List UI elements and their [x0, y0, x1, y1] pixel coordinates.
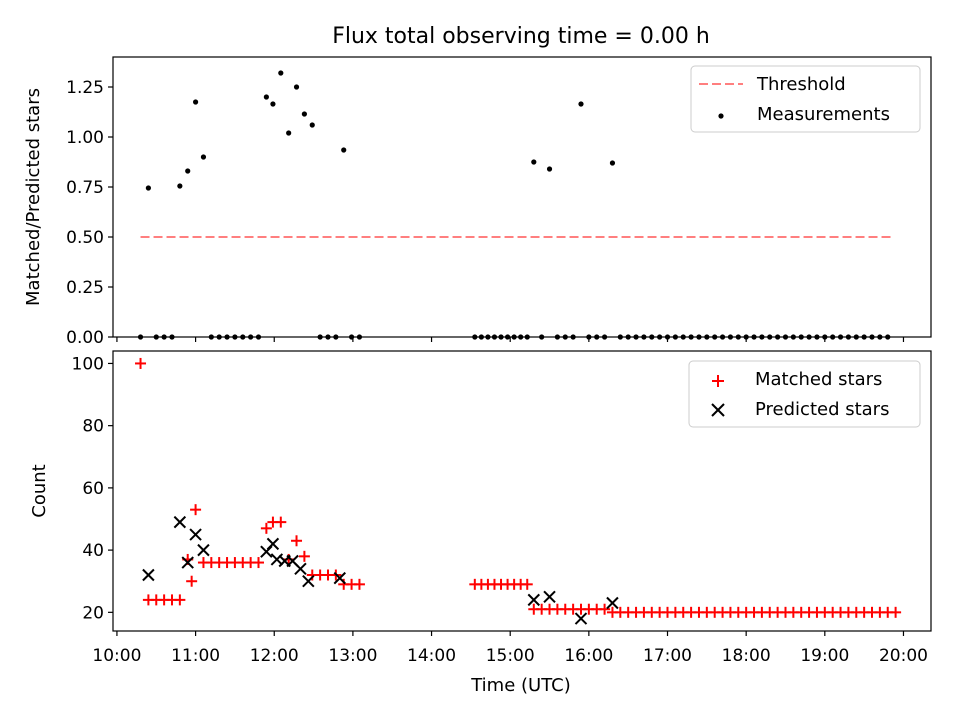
measurement-point	[293, 84, 300, 90]
bottom-xtick-label: 15:00	[486, 646, 535, 666]
predicted-point	[333, 571, 346, 585]
matched-point	[599, 603, 611, 615]
bottom-xtick-label: 19:00	[800, 646, 849, 666]
bottom-xtick-label: 12:00	[250, 646, 299, 666]
top-data-layer	[137, 70, 892, 340]
measurement-point	[270, 101, 276, 107]
predicted-point	[606, 596, 619, 610]
bottom-ytick-label: 40	[82, 541, 104, 561]
predicted-point	[189, 528, 202, 541]
measurement-point	[546, 166, 553, 172]
bottom-legend: Matched stars Predicted stars	[688, 360, 921, 428]
matched-point	[298, 550, 310, 562]
bottom-y-axis: 20 40 60 80 100	[72, 354, 113, 623]
top-ytick-label: 1.25	[66, 78, 104, 98]
measurement-point	[263, 94, 269, 100]
bottom-x-axis: 10:00 11:00 12:00 13:00 14:00 15:00 16:00 17:00…	[92, 631, 928, 666]
bottom-axes-frame	[112, 350, 932, 632]
predicted-point	[173, 515, 187, 529]
measurement-point	[341, 147, 347, 153]
measurement-point	[309, 122, 315, 128]
matched-point	[260, 522, 272, 534]
top-ytick-label: 0.75	[66, 178, 104, 198]
top-ytick-label: 0.00	[66, 328, 104, 348]
bottom-xlabel: Time (UTC)	[470, 675, 571, 696]
matched-point	[135, 357, 147, 369]
bottom-ylabel: Count	[29, 464, 50, 517]
measurement-point	[286, 130, 292, 136]
predicted-point	[302, 575, 315, 588]
top-x-axis-ticks	[116, 337, 905, 342]
measurement-point	[531, 159, 537, 165]
top-axes-frame	[112, 56, 932, 338]
matched-point	[186, 575, 198, 587]
chart-title: Flux total observing time = 0.00 h	[332, 24, 710, 49]
matched-point	[291, 535, 303, 547]
measurement-point	[278, 70, 284, 76]
predicted-point	[543, 590, 556, 603]
matched-point	[174, 594, 186, 606]
bottom-xtick-label: 10:00	[92, 646, 141, 666]
top-ytick-label: 0.50	[66, 228, 104, 248]
measurement-point	[177, 183, 183, 189]
predicted-point	[142, 568, 155, 582]
measurement-point	[145, 185, 151, 191]
matched-point	[190, 504, 202, 516]
bottom-ytick-label: 80	[82, 417, 104, 437]
matched-point	[890, 606, 902, 618]
predicted-point	[181, 556, 194, 569]
predicted-point	[294, 562, 307, 575]
top-ytick-label: 1.00	[66, 128, 104, 148]
bottom-legend-box	[688, 360, 921, 428]
bottom-xtick-label: 16:00	[564, 646, 613, 666]
predicted-point	[527, 593, 541, 607]
bottom-xtick-label: 13:00	[328, 646, 377, 666]
bottom-xtick-label: 18:00	[722, 646, 771, 666]
measurement-point	[185, 168, 191, 174]
legend-threshold-label: Threshold	[756, 74, 846, 95]
predicted-point	[574, 612, 588, 625]
top-ylabel: Matched/Predicted stars	[23, 88, 44, 306]
legend-predicted-label: Predicted stars	[755, 399, 889, 420]
bottom-xtick-label: 14:00	[407, 646, 456, 666]
matched-point	[275, 516, 287, 528]
matched-point	[253, 557, 265, 569]
top-legend: Threshold Measurements	[690, 65, 921, 133]
measurement-point	[192, 99, 199, 105]
measurement-point	[578, 101, 584, 107]
legend-matched-swatch	[712, 375, 724, 387]
bottom-xtick-label: 17:00	[643, 646, 692, 666]
top-y-axis: 0.00 0.25 0.50 0.75 1.00 1.25	[66, 78, 113, 348]
predicted-point	[266, 537, 280, 551]
bottom-data-layer	[135, 357, 902, 625]
matched-point	[521, 578, 533, 590]
measurement-point	[200, 154, 207, 160]
measurement-point	[301, 111, 307, 117]
bottom-ytick-label: 100	[72, 354, 104, 374]
bottom-ytick-label: 20	[82, 603, 104, 623]
predicted-point	[197, 543, 210, 557]
legend-matched-label: Matched stars	[755, 369, 882, 390]
legend-measurements-label: Measurements	[757, 104, 890, 125]
measurement-point	[609, 160, 616, 166]
matched-point	[353, 578, 365, 590]
bottom-xtick-label: 11:00	[171, 646, 220, 666]
bottom-xtick-label: 20:00	[879, 646, 928, 666]
top-panel: 0.00 0.25 0.50 0.75 1.00 1.25 Matched/Predict…	[23, 56, 932, 348]
top-legend-box	[690, 65, 921, 133]
legend-predicted-swatch	[711, 403, 725, 417]
legend-measurements-swatch	[718, 113, 724, 119]
bottom-panel: 20 40 60 80 100 10:00 11:00 12:00 13:00 14:00 15:…	[29, 350, 932, 696]
top-ytick-label: 0.25	[66, 278, 104, 298]
bottom-ytick-label: 60	[82, 479, 104, 499]
